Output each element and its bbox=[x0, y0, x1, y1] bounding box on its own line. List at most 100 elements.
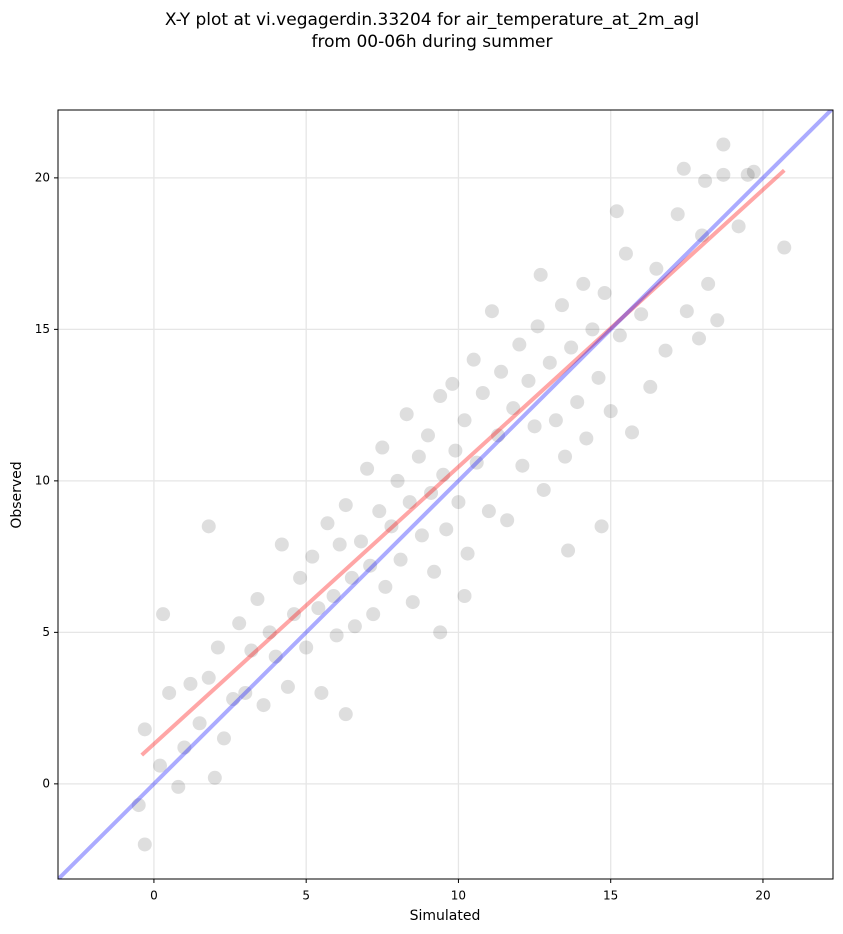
chart-title: from 00-06h during summer bbox=[312, 32, 553, 52]
scatter-point bbox=[716, 137, 731, 152]
scatter-point bbox=[299, 640, 314, 655]
scatter-point bbox=[262, 625, 277, 640]
scatter-point bbox=[494, 364, 509, 379]
scatter-point bbox=[445, 376, 460, 391]
scatter-point bbox=[232, 616, 247, 631]
scatter-point bbox=[698, 173, 713, 188]
scatter-point bbox=[460, 546, 475, 561]
scatter-point bbox=[469, 455, 484, 470]
scatter-point bbox=[603, 404, 618, 419]
scatter-point bbox=[500, 513, 515, 528]
scatter-point bbox=[576, 276, 591, 291]
scatter-point bbox=[475, 385, 490, 400]
scatter-point bbox=[436, 467, 451, 482]
scatter-point bbox=[484, 304, 499, 319]
scatter-point bbox=[293, 570, 308, 585]
scatter-point bbox=[366, 607, 381, 622]
scatter-point bbox=[597, 286, 612, 301]
plot-frame bbox=[57, 109, 834, 880]
scatter-point bbox=[226, 692, 241, 707]
scatter-point bbox=[512, 337, 527, 352]
scatter-point bbox=[314, 685, 329, 700]
y-tick-label: 5 bbox=[42, 625, 50, 639]
scatter-point bbox=[491, 428, 506, 443]
scatter-point bbox=[274, 537, 289, 552]
scatter-point bbox=[268, 649, 283, 664]
x-tick-label: 20 bbox=[755, 889, 770, 903]
scatter-point bbox=[353, 534, 368, 549]
scatter-point bbox=[244, 643, 259, 658]
scatter-point bbox=[329, 628, 344, 643]
scatter-point bbox=[332, 537, 347, 552]
scatter-point bbox=[384, 519, 399, 534]
scatter-point bbox=[701, 276, 716, 291]
scatter-point bbox=[746, 164, 761, 179]
scatter-point bbox=[375, 440, 390, 455]
chart-title: X-Y plot at vi.vegagerdin.33204 for air_… bbox=[165, 10, 699, 30]
scatter-point bbox=[183, 676, 198, 691]
scatter-point bbox=[515, 458, 530, 473]
scatter-point bbox=[256, 698, 271, 713]
scatter-point bbox=[536, 482, 551, 497]
scatter-point bbox=[679, 304, 694, 319]
scatter-point bbox=[201, 670, 216, 685]
scatter-point bbox=[609, 204, 624, 219]
scatter-point bbox=[554, 298, 569, 313]
y-axis-label: Observed bbox=[9, 461, 25, 528]
x-tick-label: 10 bbox=[451, 889, 466, 903]
y-tick-label: 0 bbox=[42, 776, 50, 790]
scatter-point bbox=[439, 522, 454, 537]
scatter-point bbox=[457, 413, 472, 428]
scatter-point bbox=[634, 307, 649, 322]
scatter-point bbox=[399, 407, 414, 422]
scatter-point bbox=[177, 740, 192, 755]
scatter-point bbox=[201, 519, 216, 534]
scatter-point bbox=[564, 340, 579, 355]
scatter-point bbox=[579, 431, 594, 446]
scatter-point bbox=[521, 373, 536, 388]
scatter-point bbox=[548, 413, 563, 428]
scatter-point bbox=[137, 837, 152, 852]
scatter-point bbox=[451, 495, 466, 510]
scatter-point bbox=[777, 240, 792, 255]
scatter-point bbox=[411, 449, 426, 464]
scatter-point bbox=[153, 758, 168, 773]
scatter-point bbox=[448, 443, 463, 458]
scatter-point bbox=[561, 543, 576, 558]
x-tick-label: 0 bbox=[150, 889, 158, 903]
scatter-point bbox=[618, 246, 633, 261]
scatter-point bbox=[649, 261, 664, 276]
scatter-point bbox=[542, 355, 557, 370]
scatter-point bbox=[363, 558, 378, 573]
scatter-point bbox=[372, 504, 387, 519]
scatter-point bbox=[378, 579, 393, 594]
scatter-point bbox=[692, 331, 707, 346]
scatter-point bbox=[305, 549, 320, 564]
y-tick-label: 20 bbox=[35, 170, 50, 184]
scatter-point bbox=[280, 679, 295, 694]
fit-line bbox=[58, 110, 833, 879]
scatter-point bbox=[390, 473, 405, 488]
scatter-point bbox=[676, 161, 691, 176]
scatter-point bbox=[731, 219, 746, 234]
scatter-point bbox=[570, 395, 585, 410]
scatter-point bbox=[344, 570, 359, 585]
scatter-point bbox=[625, 425, 640, 440]
scatter-point bbox=[466, 352, 481, 367]
scatter-point bbox=[558, 449, 573, 464]
x-axis-label: Simulated bbox=[410, 908, 481, 924]
scatter-point bbox=[156, 607, 171, 622]
scatter-point bbox=[414, 528, 429, 543]
scatter-point bbox=[710, 313, 725, 328]
scatter-point bbox=[405, 595, 420, 610]
scatter-point bbox=[171, 779, 186, 794]
scatter-point bbox=[192, 716, 207, 731]
x-tick-label: 15 bbox=[603, 889, 618, 903]
scatter-point bbox=[320, 516, 335, 531]
scatter-point bbox=[433, 625, 448, 640]
scatter-point bbox=[612, 328, 627, 343]
scatter-point bbox=[393, 552, 408, 567]
scatter-point bbox=[643, 379, 658, 394]
scatter-point bbox=[402, 495, 417, 510]
